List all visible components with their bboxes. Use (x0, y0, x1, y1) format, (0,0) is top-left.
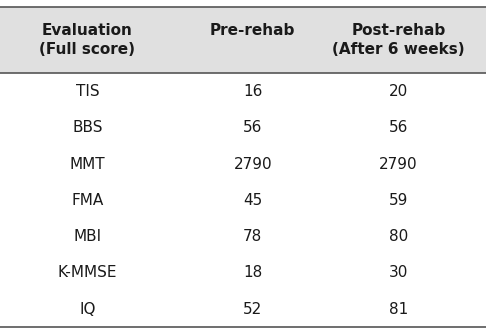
Text: 59: 59 (389, 193, 408, 208)
Text: 56: 56 (243, 120, 262, 135)
Text: 2790: 2790 (379, 157, 418, 172)
Text: 78: 78 (243, 229, 262, 244)
Text: 20: 20 (389, 84, 408, 99)
Text: (After 6 weeks): (After 6 weeks) (332, 42, 465, 57)
Bar (0, 7, 486, 73)
Text: (Full score): (Full score) (39, 42, 136, 57)
Text: 18: 18 (243, 266, 262, 281)
Text: TIS: TIS (76, 84, 99, 99)
Text: Pre-rehab: Pre-rehab (210, 23, 295, 38)
Text: 81: 81 (389, 302, 408, 317)
Text: MBI: MBI (73, 229, 102, 244)
Text: 56: 56 (389, 120, 408, 135)
Text: 45: 45 (243, 193, 262, 208)
Text: 52: 52 (243, 302, 262, 317)
Text: 30: 30 (389, 266, 408, 281)
Text: FMA: FMA (71, 193, 104, 208)
Text: BBS: BBS (72, 120, 103, 135)
Text: IQ: IQ (79, 302, 96, 317)
Text: Post-rehab: Post-rehab (351, 23, 446, 38)
Text: K-MMSE: K-MMSE (58, 266, 117, 281)
Text: Evaluation: Evaluation (42, 23, 133, 38)
Text: 16: 16 (243, 84, 262, 99)
Text: 80: 80 (389, 229, 408, 244)
Text: MMT: MMT (69, 157, 105, 172)
Text: 2790: 2790 (233, 157, 272, 172)
